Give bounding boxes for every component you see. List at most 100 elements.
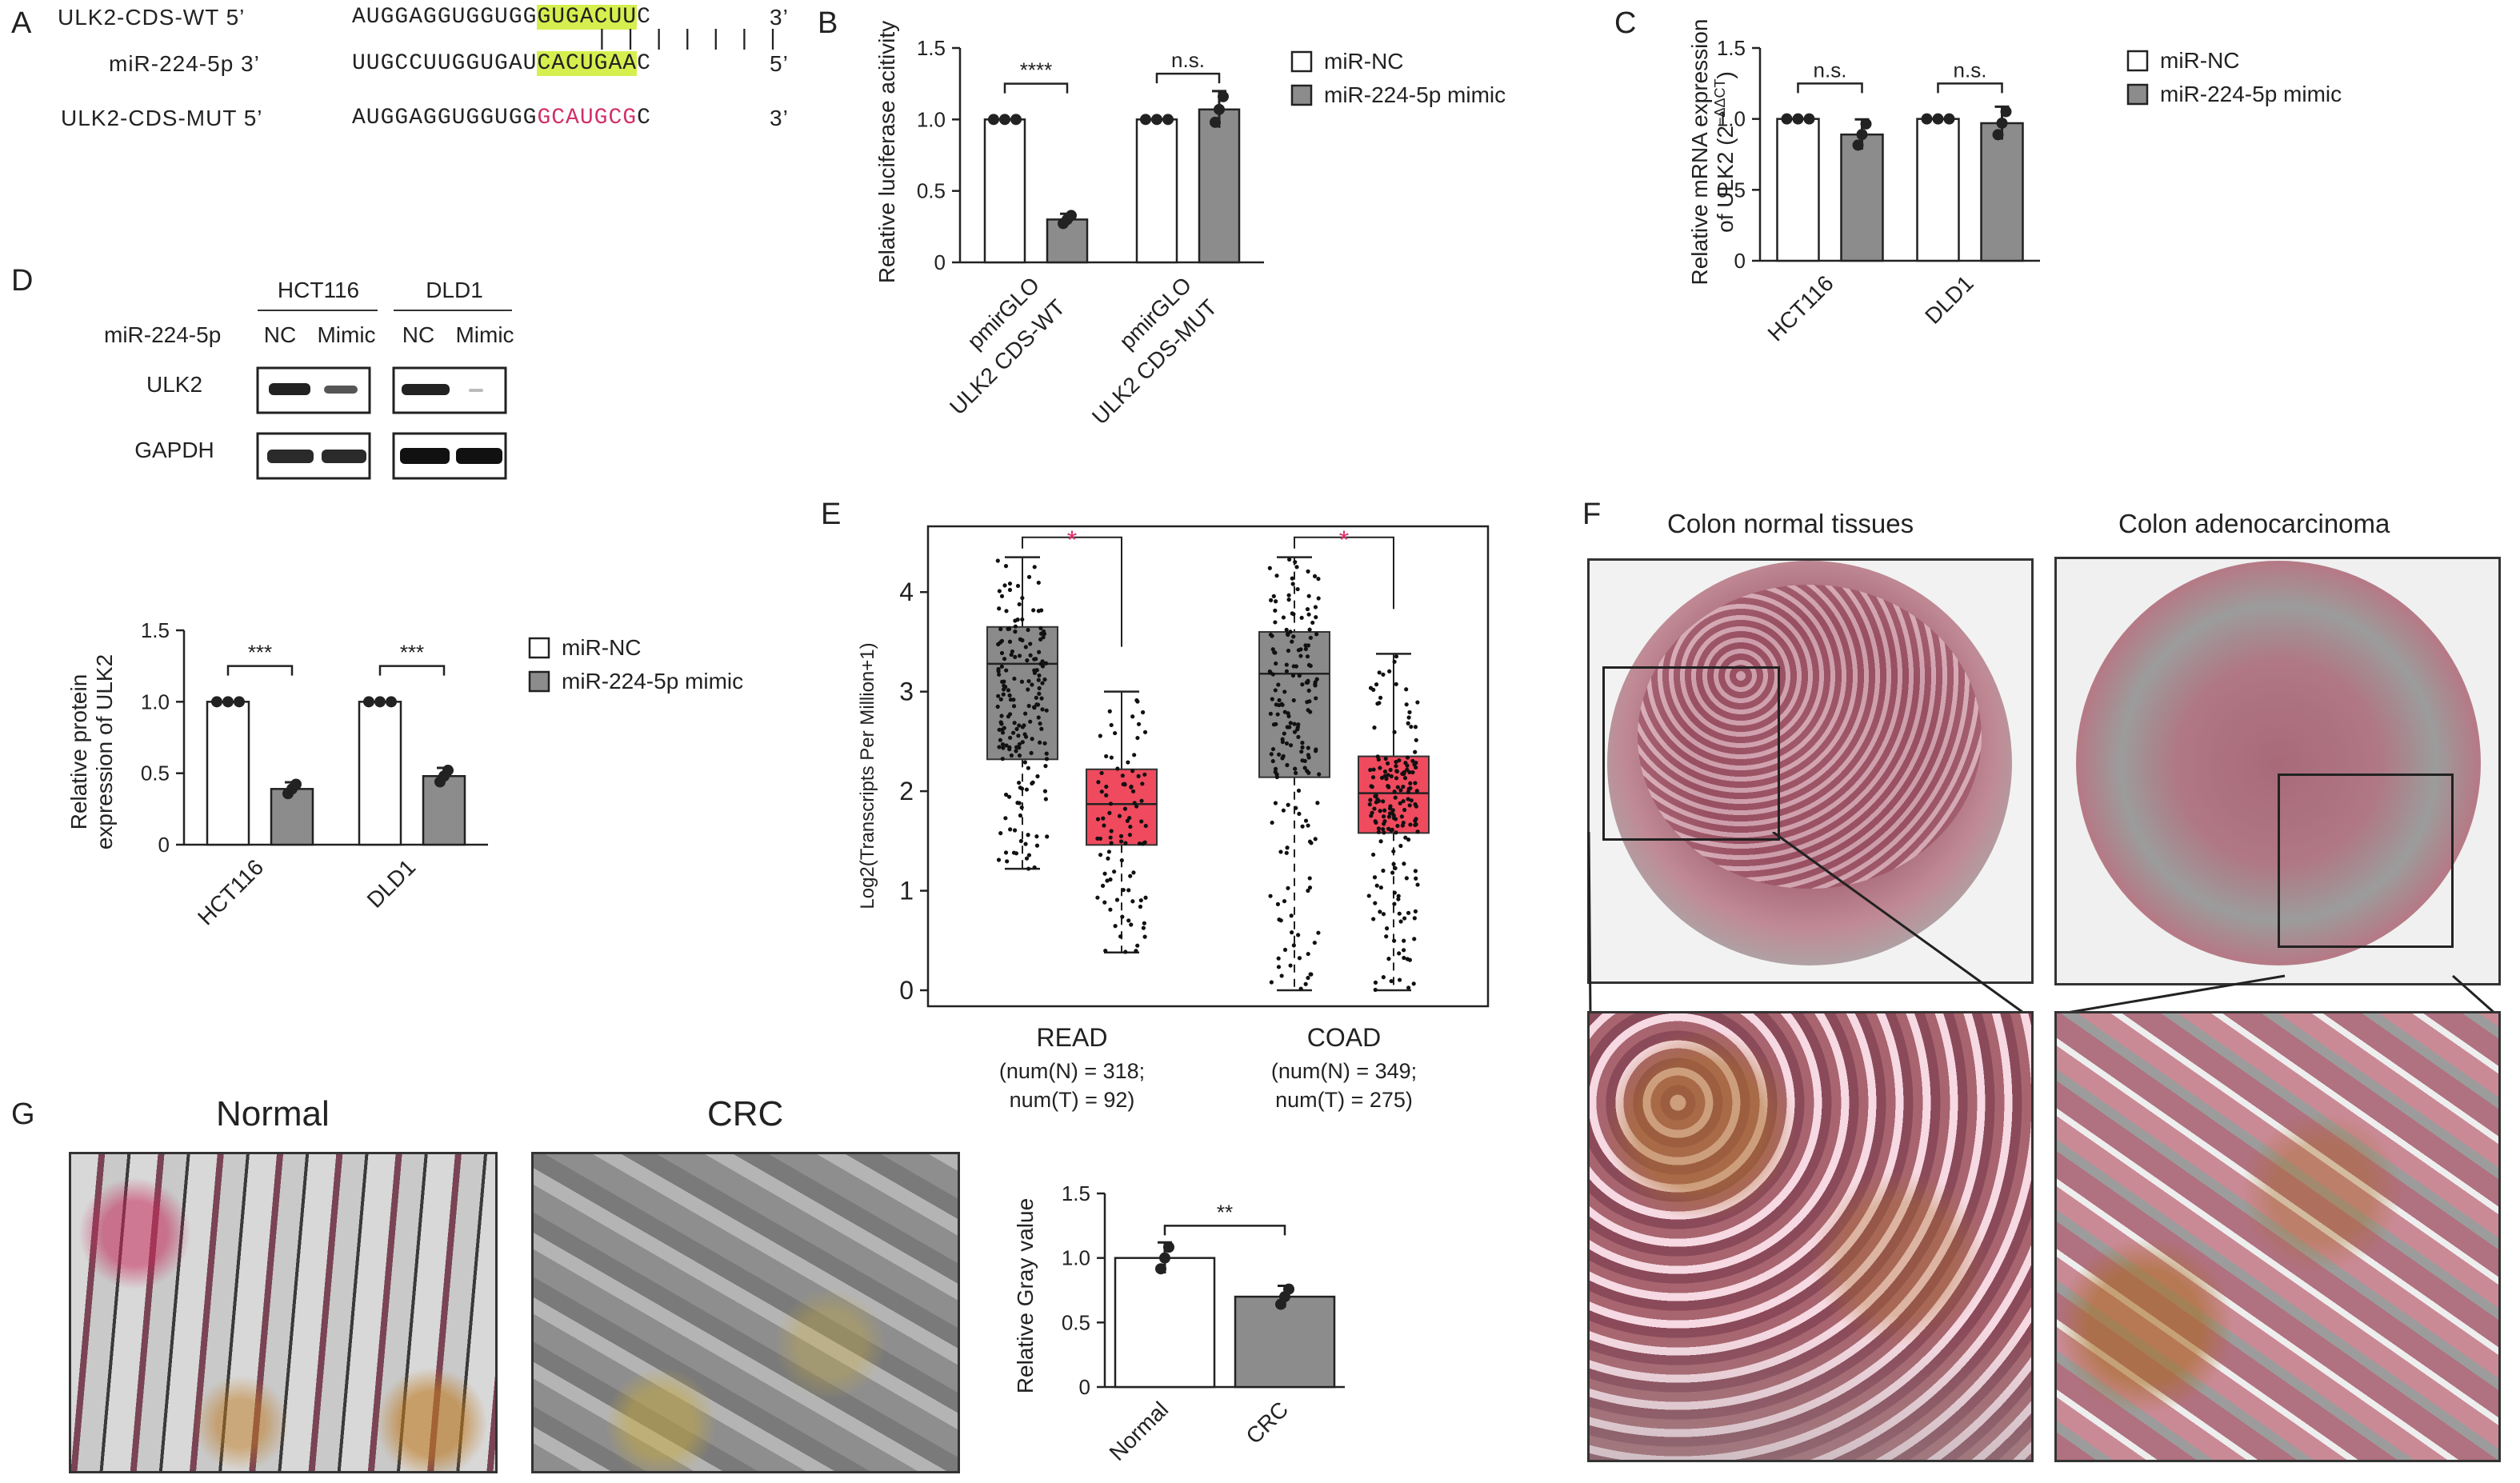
panel-label-a: A [11,6,32,40]
data-point [1298,654,1303,658]
bar [1135,118,1178,264]
data-point [1270,758,1275,764]
ihc-g-crc-stain [534,1154,958,1471]
data-point [1852,139,1864,151]
data-point [1803,113,1815,125]
bar [358,701,402,846]
data-point [1405,763,1410,768]
data-point [1415,700,1420,705]
data-point [1273,608,1278,613]
data-point [998,738,1003,742]
data-point [996,694,1001,698]
western-blot: HCT116 DLD1 miR-224-5p NC Mimic NC Mimic… [104,278,514,480]
data-point [1012,721,1017,726]
data-point [1042,741,1047,745]
data-point [996,857,1002,862]
data-point [1381,672,1386,677]
data-point [1130,714,1135,719]
data-point [1138,904,1143,909]
data-point [1292,722,1297,726]
data-point [1026,574,1032,579]
data-point [1306,678,1310,683]
ihc-tumor-roi-box [2278,773,2454,948]
data-point [1382,773,1387,778]
data-point [1039,696,1044,701]
data-point [1003,792,1009,797]
category-label: HCT116 [193,854,268,929]
data-point [1142,730,1148,734]
panel-g-title-normal: Normal [216,1094,330,1133]
data-point [1270,820,1274,825]
data-point [1024,787,1030,792]
data-point [988,114,999,126]
data-point [1382,821,1386,826]
data-point [1120,914,1125,919]
data-point [1286,648,1291,654]
sig-label: ** [1217,1200,1233,1224]
data-point [1288,963,1293,968]
data-point [1285,725,1290,730]
data-point [1277,698,1282,702]
data-point [1132,801,1137,805]
data-point [1098,853,1103,857]
data-point [1307,885,1313,890]
data-point [1394,776,1399,781]
data-point [1300,741,1305,745]
data-point [1373,980,1378,985]
data-point [1038,631,1044,636]
data-point [1038,721,1042,726]
data-point [1289,913,1294,918]
data-point [1007,745,1012,749]
y-axis-label-line1: Relative protein [66,674,91,830]
data-point [1126,760,1130,765]
category-label: DLD1 [1920,270,1978,329]
data-point [1018,637,1023,642]
data-point [1407,957,1412,962]
data-point [234,696,245,708]
data-point [1992,129,2004,141]
data-point [1006,688,1011,693]
panel-label-d: D [11,264,34,298]
data-point [1034,668,1039,673]
bar [422,774,466,846]
data-point [1288,721,1293,726]
data-point [1017,602,1022,607]
data-point [1028,719,1033,724]
data-point [1030,737,1034,742]
data-point [1285,762,1290,768]
data-point [1314,677,1319,682]
data-point [1214,103,1225,115]
data-point [1397,911,1402,916]
data-point [1108,907,1113,912]
data-point [290,778,302,790]
data-point [1037,691,1042,696]
ihc-g-normal [69,1152,498,1473]
data-point [1138,897,1143,903]
data-point [1406,715,1411,720]
seq-mir-post: C [637,51,651,76]
data-point [1017,753,1022,758]
data-point [999,114,1010,126]
data-point [1018,813,1023,818]
legend-swatch-mimic [528,670,550,693]
data-point [1113,924,1118,929]
data-point [1040,681,1045,686]
data-point [1394,654,1399,659]
blot-lane-2: Mimic [317,322,375,347]
data-point [1155,1263,1166,1275]
data-point [1012,828,1018,833]
data-point [1017,723,1022,728]
data-point [1276,965,1282,969]
group-label: COAD [1307,1023,1381,1052]
data-point [1037,650,1042,654]
data-point [1019,805,1024,810]
sig-bracket [1155,72,1221,84]
data-point [1378,695,1383,700]
ihc-normal-zoom [1587,1011,2034,1462]
data-point [1276,956,1281,961]
data-point [1103,948,1108,953]
data-point [1414,804,1418,809]
data-point [1282,690,1287,694]
data-point [1151,114,1162,126]
